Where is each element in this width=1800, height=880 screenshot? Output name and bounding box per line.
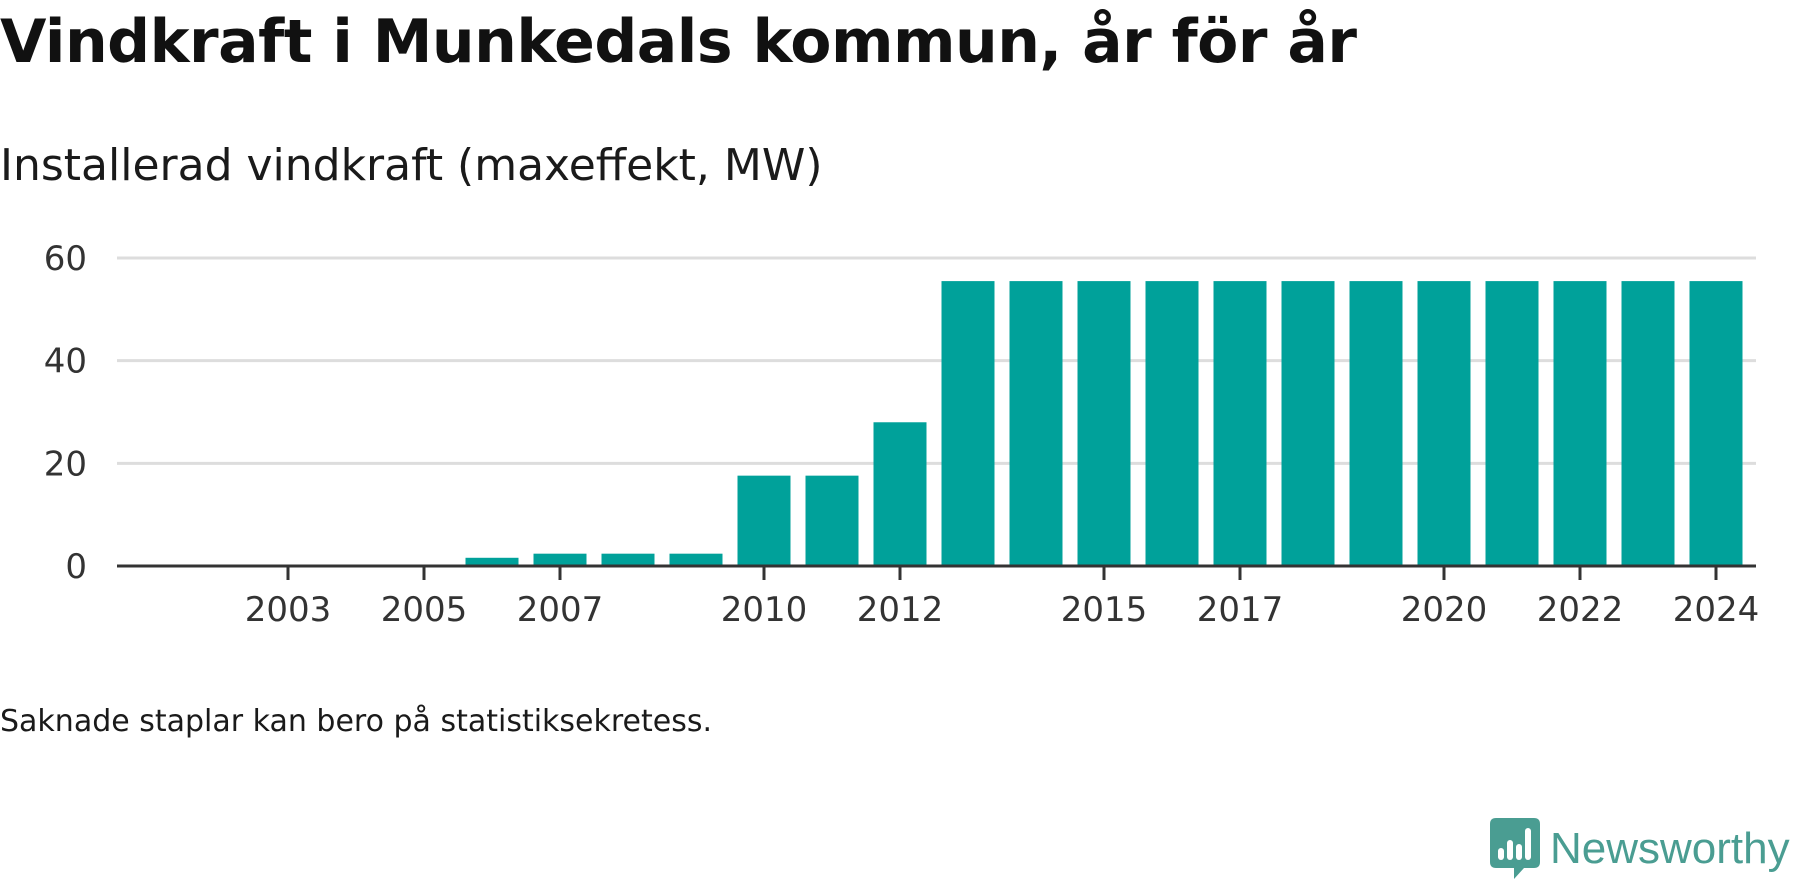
x-tick-label: 2015 (1061, 590, 1148, 630)
footnote: Saknade staplar kan bero på statistiksek… (0, 704, 713, 739)
bar-2014 (1009, 281, 1063, 566)
bar-2017 (1213, 281, 1267, 566)
newsworthy-logo-icon (1490, 818, 1540, 879)
x-tick-label: 2012 (857, 590, 944, 630)
y-tick-label: 40 (44, 342, 87, 382)
bar-2009 (669, 553, 723, 566)
bar-2021 (1485, 281, 1539, 566)
y-axis-labels: 0 20 40 60 (44, 239, 87, 587)
x-tick-label: 2024 (1673, 590, 1760, 630)
bar-2008 (601, 553, 655, 566)
brand-name: Newsworthy (1550, 824, 1790, 873)
bar-2012 (873, 422, 927, 566)
bar-2007 (533, 553, 587, 566)
bar-2019 (1349, 281, 1403, 566)
x-tick-label: 2007 (517, 590, 604, 630)
x-tick-label: 2020 (1401, 590, 1488, 630)
x-tick-label: 2005 (381, 590, 468, 630)
x-axis-labels: 2003 2005 2007 2010 2012 2015 2017 2020 2022 2024 (245, 590, 1760, 630)
bar-2020 (1417, 281, 1471, 566)
bar-2010 (737, 475, 791, 566)
chart-subtitle: Installerad vindkraft (maxeffekt, MW) (0, 140, 823, 191)
bar-2016 (1145, 281, 1199, 566)
x-tick-label: 2022 (1537, 590, 1624, 630)
bar-2024 (1689, 281, 1743, 566)
x-axis (117, 564, 1756, 580)
x-tick-label: 2003 (245, 590, 332, 630)
bar-2011 (805, 475, 859, 566)
bars (465, 281, 1743, 566)
gridlines (117, 256, 1756, 465)
bar-2015 (1077, 281, 1131, 566)
bar-2006 (465, 557, 519, 566)
bar-chart: 0 20 40 60 2003 2005 2007 2010 2012 2015 2017 2020… (44, 239, 1760, 630)
bar-2018 (1281, 281, 1335, 566)
x-tick-label: 2010 (721, 590, 808, 630)
bar-2013 (941, 281, 995, 566)
bar-2023 (1621, 281, 1675, 566)
brand-logo: Newsworthy (1490, 818, 1790, 880)
chart-title: Vindkraft i Munkedals kommun, år för år (0, 7, 1357, 77)
bar-2022 (1553, 281, 1607, 566)
y-tick-label: 0 (65, 547, 87, 587)
x-tick-label: 2017 (1197, 590, 1284, 630)
y-tick-label: 60 (44, 239, 87, 279)
y-tick-label: 20 (44, 444, 87, 484)
